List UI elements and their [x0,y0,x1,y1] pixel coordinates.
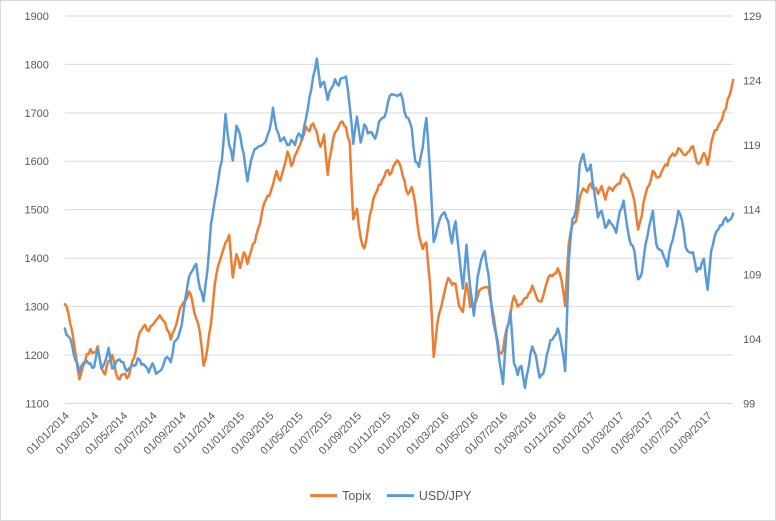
series-line-topix[interactable] [63,78,735,381]
y-right-tick-label: 114 [743,205,760,217]
y-left-tick-label: 1200 [24,350,48,362]
y-right-tick-label: 99 [743,398,755,410]
y-left-tick-label: 1100 [25,398,49,410]
y-left-tick-label: 1800 [24,59,48,71]
y-left-tick-label: 1500 [24,205,48,217]
series-layer [63,57,735,390]
y-axis-labels-layer: 1900 1800 1700 1600 1500 1400 1300 1200 1100 129 1… [24,11,761,410]
y-right-tick-label: 109 [743,269,761,281]
y-left-tick-label: 1700 [24,108,48,120]
y-right-tick-label: 119 [743,140,760,152]
y-left-tick-label: 1900 [24,11,48,23]
legend: Topix USD/JPY [310,489,472,503]
y-left-tick-label: 1600 [24,156,48,168]
gridlines-layer [64,15,734,404]
series-line-usd-jpy[interactable] [63,57,735,390]
y-right-tick-label: 129 [743,11,761,23]
y-left-tick-label: 1400 [24,253,48,265]
x-axis-labels-layer: 01/01/201401/03/201401/05/201401/07/2014… [25,410,715,457]
legend-usdjpy-label[interactable]: USD/JPY [419,489,472,503]
y-right-tick-label: 124 [743,76,761,88]
y-right-tick-label: 104 [743,334,761,346]
y-left-tick-label: 1300 [24,302,48,314]
legend-topix-label[interactable]: Topix [342,489,372,503]
